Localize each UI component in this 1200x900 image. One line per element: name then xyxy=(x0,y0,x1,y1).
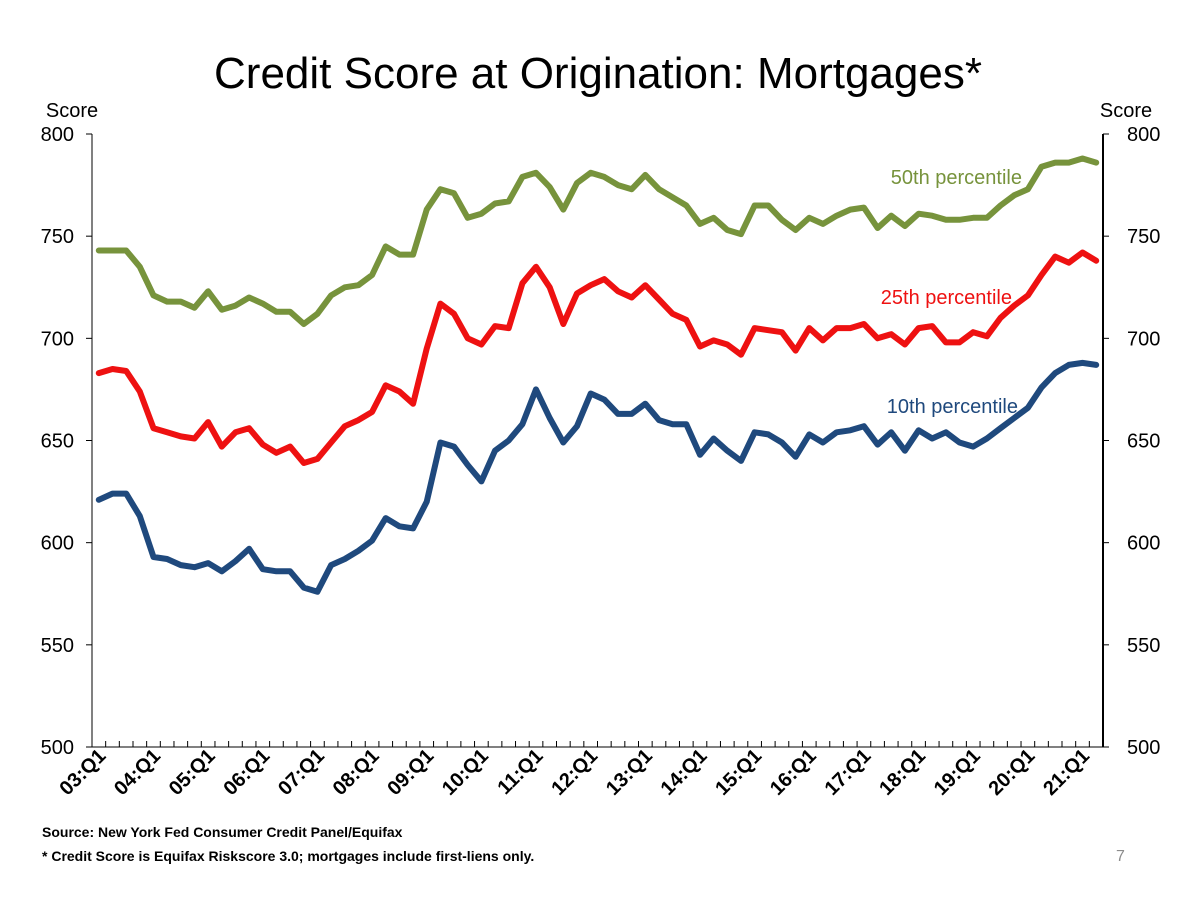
series-line xyxy=(95,155,1100,327)
x-tick-label: 06:Q1 xyxy=(219,745,274,800)
series-lines xyxy=(95,155,1100,595)
y-tick-label-left: 800 xyxy=(41,124,74,146)
x-tick-label: 11:Q1 xyxy=(493,745,547,799)
y-tick-label-right: 600 xyxy=(1127,533,1160,555)
y-tick-label-right: 800 xyxy=(1127,124,1160,146)
chart-title: Credit Score at Origination: Mortgages* xyxy=(214,49,982,98)
y-tick-label-right: 550 xyxy=(1127,635,1160,657)
y-axis-label-right: Score xyxy=(1100,100,1152,122)
y-tick-label-left: 550 xyxy=(41,635,74,657)
series-line xyxy=(95,359,1100,595)
page-number: 7 xyxy=(1116,848,1125,865)
x-tick-label: 04:Q1 xyxy=(110,745,165,800)
series-annotations: 50th percentile 25th percentile 10th perce… xyxy=(881,167,1022,418)
y-tick-label-right: 700 xyxy=(1127,328,1160,350)
x-tick-label: 19:Q1 xyxy=(930,745,985,800)
y-tick-label-left: 750 xyxy=(41,226,74,248)
y-tick-label-left: 600 xyxy=(41,533,74,555)
series-annotation: 25th percentile xyxy=(881,287,1012,309)
y-tick-label-right: 750 xyxy=(1127,226,1160,248)
series-annotation: 10th percentile xyxy=(887,396,1018,418)
x-ticks: 03:Q1 04:Q1 05:Q1 06:Q1 07:Q1 08:Q1 09:Q1 10:Q1… xyxy=(55,741,1104,800)
x-tick-label: 08:Q1 xyxy=(329,745,384,800)
x-tick-label: 17:Q1 xyxy=(821,745,876,800)
y-tick-label-right: 650 xyxy=(1127,431,1160,453)
x-tick-label: 18:Q1 xyxy=(875,745,930,800)
x-tick-label: 10:Q1 xyxy=(438,745,493,800)
x-tick-label: 05:Q1 xyxy=(165,745,220,800)
y-tick-label-left: 500 xyxy=(41,737,74,759)
x-tick-label: 14:Q1 xyxy=(657,745,712,800)
y-tick-label-left: 700 xyxy=(41,328,74,350)
x-tick-label: 07:Q1 xyxy=(274,745,329,800)
x-tick-label: 21:Q1 xyxy=(1039,745,1094,800)
y-tick-label-right: 500 xyxy=(1127,737,1160,759)
series-annotation: 50th percentile xyxy=(891,167,1022,189)
y-ticks: 500 500 550 550 600 600 650 650 700 700 750 750 800 8… xyxy=(41,124,1161,759)
x-tick-label: 16:Q1 xyxy=(766,745,821,800)
source-note: Source: New York Fed Consumer Credit Pan… xyxy=(42,824,403,840)
y-axis-label-left: Score xyxy=(46,100,98,122)
definition-note: * Credit Score is Equifax Riskscore 3.0;… xyxy=(42,848,535,864)
x-tick-label: 12:Q1 xyxy=(547,745,602,800)
x-tick-label: 09:Q1 xyxy=(383,745,438,800)
x-tick-label: 20:Q1 xyxy=(985,745,1040,800)
x-tick-label: 13:Q1 xyxy=(602,745,657,800)
x-tick-label: 15:Q1 xyxy=(711,745,766,800)
y-tick-label-left: 650 xyxy=(41,431,74,453)
series-line xyxy=(95,249,1100,466)
